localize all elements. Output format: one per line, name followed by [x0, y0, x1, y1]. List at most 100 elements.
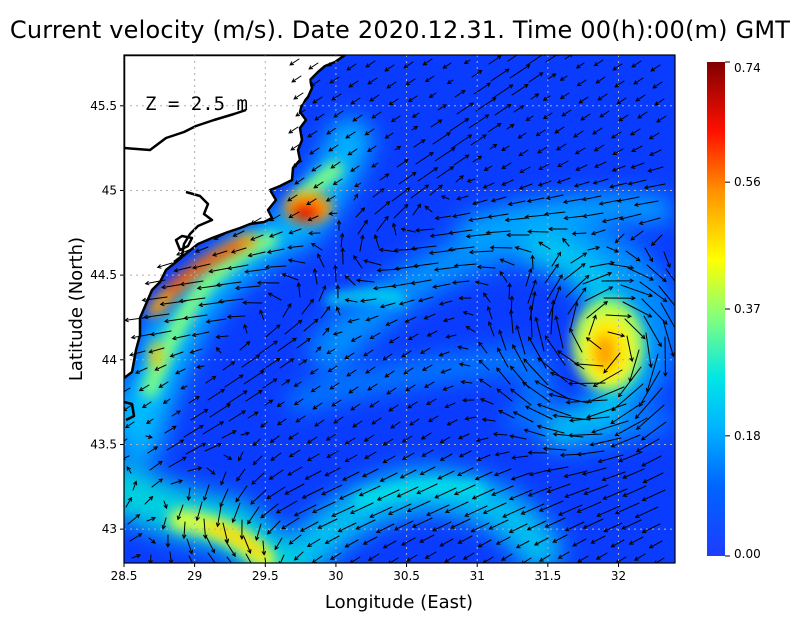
- velocity-arrow: [442, 62, 452, 69]
- velocity-arrow: [138, 384, 150, 392]
- velocity-arrow: [495, 536, 511, 545]
- velocity-arrow: [315, 346, 322, 353]
- velocity-arrow: [303, 318, 319, 332]
- velocity-arrow: [654, 557, 665, 563]
- velocity-arrow: [612, 63, 623, 71]
- velocity-arrow: [226, 314, 246, 319]
- velocity-arrow: [582, 518, 604, 529]
- velocity-arrow: [367, 553, 380, 561]
- velocity-arrow: [603, 352, 621, 374]
- velocity-arrow: [578, 96, 589, 104]
- velocity-arrow: [442, 317, 455, 323]
- velocity-arrow: [515, 324, 526, 355]
- velocity-arrow: [561, 109, 572, 117]
- velocity-arrow: [321, 484, 343, 496]
- velocity-arrow: [603, 296, 636, 301]
- velocity-arrow: [393, 520, 414, 531]
- velocity-arrow: [444, 402, 456, 409]
- velocity-arrow: [486, 305, 493, 320]
- velocity-arrow: [558, 504, 583, 516]
- velocity-arrow: [521, 557, 532, 563]
- velocity-arrow: [215, 281, 242, 287]
- velocity-arrow: [652, 81, 663, 89]
- velocity-arrow: [582, 272, 613, 285]
- velocity-arrow: [207, 388, 226, 401]
- velocity-arrow: [500, 553, 513, 561]
- velocity-arrow: [527, 450, 548, 455]
- colorbar-tick-label: 0.56: [734, 175, 761, 189]
- velocity-arrow: [405, 78, 416, 86]
- velocity-arrow: [430, 119, 443, 128]
- velocity-arrow: [509, 64, 531, 79]
- velocity-arrow: [602, 488, 628, 500]
- x-tick-label: 31: [470, 569, 485, 583]
- velocity-arrow: [399, 469, 417, 479]
- velocity-arrow: [208, 267, 230, 274]
- velocity-arrow: [242, 300, 263, 305]
- velocity-arrow: [429, 184, 444, 196]
- velocity-arrow: [382, 455, 396, 464]
- velocity-arrow: [369, 506, 393, 518]
- velocity-arrow: [621, 519, 642, 530]
- velocity-arrow: [624, 318, 646, 340]
- velocity-arrow: [288, 228, 302, 235]
- map-title: Current velocity (m/s). Date 2020.12.31.…: [9, 16, 791, 44]
- velocity-arrow: [595, 552, 608, 560]
- x-tick-label: 29: [187, 569, 202, 583]
- velocity-arrow: [428, 415, 439, 423]
- velocity-arrow: [504, 217, 528, 223]
- velocity-arrow: [641, 455, 662, 467]
- velocity-arrow: [494, 451, 510, 457]
- velocity-arrow: [206, 467, 216, 475]
- velocity-arrow: [524, 214, 547, 219]
- velocity-arrow: [497, 347, 509, 368]
- velocity-arrow: [324, 467, 341, 477]
- velocity-arrow: [363, 259, 382, 266]
- velocity-arrow: [650, 64, 661, 72]
- velocity-arrow: [463, 59, 471, 65]
- velocity-arrow: [223, 454, 233, 460]
- velocity-arrow: [601, 471, 626, 482]
- velocity-arrow: [450, 518, 471, 529]
- velocity-arrow: [207, 552, 218, 563]
- velocity-arrow: [307, 215, 319, 222]
- velocity-arrow: [479, 398, 494, 405]
- velocity-arrow: [355, 207, 366, 218]
- velocity-arrow: [213, 233, 226, 240]
- velocity-arrow: [264, 264, 287, 270]
- velocity-arrow: [421, 449, 434, 457]
- velocity-arrow: [567, 433, 603, 438]
- velocity-arrow: [296, 281, 301, 298]
- velocity-arrow: [255, 523, 262, 541]
- velocity-arrow: [501, 162, 512, 169]
- colorbar-tick-label: 0.00: [734, 547, 761, 561]
- velocity-arrow: [591, 420, 629, 434]
- velocity-arrow: [344, 454, 358, 462]
- velocity-arrow: [420, 432, 432, 440]
- velocity-arrow: [586, 403, 627, 419]
- velocity-arrow: [514, 246, 532, 253]
- velocity-arrow: [276, 401, 285, 407]
- velocity-arrow: [633, 200, 659, 207]
- velocity-arrow: [227, 264, 249, 271]
- velocity-arrow: [350, 97, 361, 105]
- velocity-arrow: [173, 266, 192, 273]
- velocity-arrow: [219, 488, 229, 508]
- velocity-arrow: [333, 110, 344, 118]
- velocity-arrow: [331, 93, 342, 101]
- velocity-arrow: [400, 227, 416, 233]
- velocity-arrow: [333, 416, 344, 424]
- velocity-arrow: [638, 370, 661, 408]
- velocity-arrow: [240, 431, 251, 436]
- velocity-arrow: [287, 258, 306, 264]
- velocity-arrow: [212, 250, 228, 257]
- velocity-arrow: [424, 381, 435, 388]
- velocity-arrow: [132, 480, 138, 491]
- velocity-arrow: [328, 144, 339, 152]
- velocity-arrow: [547, 73, 557, 80]
- velocity-arrow: [586, 386, 625, 403]
- velocity-arrow: [460, 380, 473, 385]
- velocity-arrow: [440, 195, 450, 200]
- velocity-arrow: [312, 402, 323, 410]
- velocity-arrow: [448, 229, 473, 235]
